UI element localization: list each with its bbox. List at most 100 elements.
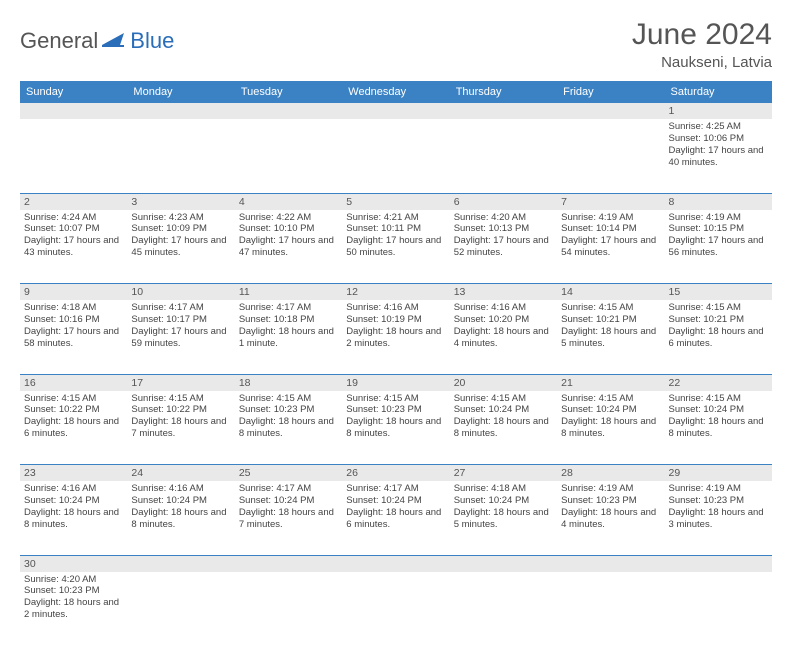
daynum-row: 16171819202122: [20, 374, 772, 391]
day-number-cell: [235, 555, 342, 572]
sunrise-line: Sunrise: 4:18 AM: [454, 483, 553, 495]
daylight-line: Daylight: 18 hours and 2 minutes.: [346, 326, 445, 350]
day-number-cell: 2: [20, 193, 127, 210]
flag-icon: [102, 31, 128, 52]
daylight-line: Daylight: 18 hours and 8 minutes.: [346, 416, 445, 440]
calendar-week-row: Sunrise: 4:15 AMSunset: 10:22 PMDaylight…: [20, 391, 772, 465]
calendar-week-row: Sunrise: 4:25 AMSunset: 10:06 PMDaylight…: [20, 119, 772, 193]
day-number-cell: 10: [127, 284, 234, 301]
calendar-day-cell: Sunrise: 4:24 AMSunset: 10:07 PMDaylight…: [20, 210, 127, 284]
day-number-cell: 21: [557, 374, 664, 391]
sunset-line: Sunset: 10:23 PM: [669, 495, 768, 507]
calendar-day-cell: Sunrise: 4:16 AMSunset: 10:19 PMDaylight…: [342, 300, 449, 374]
daylight-line: Daylight: 17 hours and 58 minutes.: [24, 326, 123, 350]
day-number-cell: 12: [342, 284, 449, 301]
day-number-cell: 15: [665, 284, 772, 301]
sunset-line: Sunset: 10:22 PM: [24, 404, 123, 416]
location-label: Naukseni, Latvia: [632, 54, 772, 71]
day-number-cell: 28: [557, 465, 664, 482]
calendar-day-cell: Sunrise: 4:15 AMSunset: 10:21 PMDaylight…: [557, 300, 664, 374]
day-number-cell: 23: [20, 465, 127, 482]
daylight-line: Daylight: 18 hours and 5 minutes.: [454, 507, 553, 531]
sunset-line: Sunset: 10:24 PM: [561, 404, 660, 416]
sunset-line: Sunset: 10:21 PM: [561, 314, 660, 326]
logo: General Blue: [20, 28, 174, 54]
calendar-day-cell: Sunrise: 4:15 AMSunset: 10:24 PMDaylight…: [450, 391, 557, 465]
sunrise-line: Sunrise: 4:20 AM: [24, 574, 123, 586]
calendar-day-cell: Sunrise: 4:16 AMSunset: 10:24 PMDaylight…: [20, 481, 127, 555]
calendar-day-cell: Sunrise: 4:15 AMSunset: 10:22 PMDaylight…: [20, 391, 127, 465]
sunrise-line: Sunrise: 4:16 AM: [454, 302, 553, 314]
sunrise-line: Sunrise: 4:17 AM: [239, 483, 338, 495]
calendar-day-cell: [127, 119, 234, 193]
calendar-week-row: Sunrise: 4:20 AMSunset: 10:23 PMDaylight…: [20, 572, 772, 646]
daynum-row: 2345678: [20, 193, 772, 210]
calendar-day-cell: Sunrise: 4:15 AMSunset: 10:21 PMDaylight…: [665, 300, 772, 374]
sunrise-line: Sunrise: 4:15 AM: [561, 302, 660, 314]
sunset-line: Sunset: 10:07 PM: [24, 223, 123, 235]
sunrise-line: Sunrise: 4:16 AM: [24, 483, 123, 495]
daylight-line: Daylight: 18 hours and 6 minutes.: [346, 507, 445, 531]
calendar-week-row: Sunrise: 4:18 AMSunset: 10:16 PMDaylight…: [20, 300, 772, 374]
page-header: General Blue June 2024 Naukseni, Latvia: [20, 18, 772, 71]
logo-text-blue: Blue: [130, 28, 174, 54]
day-number-cell: [557, 103, 664, 119]
calendar-day-cell: [665, 572, 772, 646]
sunset-line: Sunset: 10:15 PM: [669, 223, 768, 235]
sunrise-line: Sunrise: 4:15 AM: [454, 393, 553, 405]
sunrise-line: Sunrise: 4:21 AM: [346, 212, 445, 224]
sunset-line: Sunset: 10:11 PM: [346, 223, 445, 235]
calendar-day-cell: Sunrise: 4:20 AMSunset: 10:23 PMDaylight…: [20, 572, 127, 646]
sunset-line: Sunset: 10:23 PM: [239, 404, 338, 416]
daylight-line: Daylight: 17 hours and 47 minutes.: [239, 235, 338, 259]
day-number-cell: 7: [557, 193, 664, 210]
sunset-line: Sunset: 10:24 PM: [669, 404, 768, 416]
calendar-day-cell: Sunrise: 4:16 AMSunset: 10:20 PMDaylight…: [450, 300, 557, 374]
calendar-day-cell: Sunrise: 4:17 AMSunset: 10:24 PMDaylight…: [342, 481, 449, 555]
calendar-day-cell: Sunrise: 4:19 AMSunset: 10:14 PMDaylight…: [557, 210, 664, 284]
sunset-line: Sunset: 10:09 PM: [131, 223, 230, 235]
day-number-cell: [450, 103, 557, 119]
day-number-cell: 17: [127, 374, 234, 391]
sunrise-line: Sunrise: 4:19 AM: [561, 483, 660, 495]
calendar-day-cell: Sunrise: 4:15 AMSunset: 10:24 PMDaylight…: [557, 391, 664, 465]
sunrise-line: Sunrise: 4:20 AM: [454, 212, 553, 224]
daylight-line: Daylight: 18 hours and 7 minutes.: [131, 416, 230, 440]
daylight-line: Daylight: 18 hours and 5 minutes.: [561, 326, 660, 350]
day-number-cell: [342, 103, 449, 119]
daylight-line: Daylight: 18 hours and 8 minutes.: [239, 416, 338, 440]
calendar-day-cell: Sunrise: 4:19 AMSunset: 10:23 PMDaylight…: [665, 481, 772, 555]
sunset-line: Sunset: 10:16 PM: [24, 314, 123, 326]
daynum-row: 30: [20, 555, 772, 572]
sunrise-line: Sunrise: 4:19 AM: [561, 212, 660, 224]
dow-friday: Friday: [557, 81, 664, 103]
sunrise-line: Sunrise: 4:15 AM: [239, 393, 338, 405]
sunrise-line: Sunrise: 4:17 AM: [239, 302, 338, 314]
daylight-line: Daylight: 18 hours and 8 minutes.: [669, 416, 768, 440]
daylight-line: Daylight: 18 hours and 6 minutes.: [24, 416, 123, 440]
calendar-day-cell: Sunrise: 4:22 AMSunset: 10:10 PMDaylight…: [235, 210, 342, 284]
daylight-line: Daylight: 17 hours and 52 minutes.: [454, 235, 553, 259]
dow-wednesday: Wednesday: [342, 81, 449, 103]
calendar-day-cell: Sunrise: 4:19 AMSunset: 10:15 PMDaylight…: [665, 210, 772, 284]
sunrise-line: Sunrise: 4:15 AM: [24, 393, 123, 405]
daylight-line: Daylight: 18 hours and 6 minutes.: [669, 326, 768, 350]
sunset-line: Sunset: 10:23 PM: [24, 585, 123, 597]
calendar-day-cell: [450, 572, 557, 646]
day-number-cell: 25: [235, 465, 342, 482]
calendar-day-cell: Sunrise: 4:18 AMSunset: 10:16 PMDaylight…: [20, 300, 127, 374]
day-number-cell: 1: [665, 103, 772, 119]
day-number-cell: 24: [127, 465, 234, 482]
calendar-day-cell: Sunrise: 4:19 AMSunset: 10:23 PMDaylight…: [557, 481, 664, 555]
sunrise-line: Sunrise: 4:15 AM: [669, 302, 768, 314]
calendar-day-cell: Sunrise: 4:15 AMSunset: 10:23 PMDaylight…: [342, 391, 449, 465]
sunset-line: Sunset: 10:14 PM: [561, 223, 660, 235]
calendar-day-cell: Sunrise: 4:15 AMSunset: 10:24 PMDaylight…: [665, 391, 772, 465]
daylight-line: Daylight: 17 hours and 59 minutes.: [131, 326, 230, 350]
daylight-line: Daylight: 18 hours and 8 minutes.: [561, 416, 660, 440]
calendar-day-cell: [450, 119, 557, 193]
calendar-day-cell: Sunrise: 4:18 AMSunset: 10:24 PMDaylight…: [450, 481, 557, 555]
sunrise-line: Sunrise: 4:25 AM: [669, 121, 768, 133]
sunrise-line: Sunrise: 4:22 AM: [239, 212, 338, 224]
day-number-cell: 26: [342, 465, 449, 482]
